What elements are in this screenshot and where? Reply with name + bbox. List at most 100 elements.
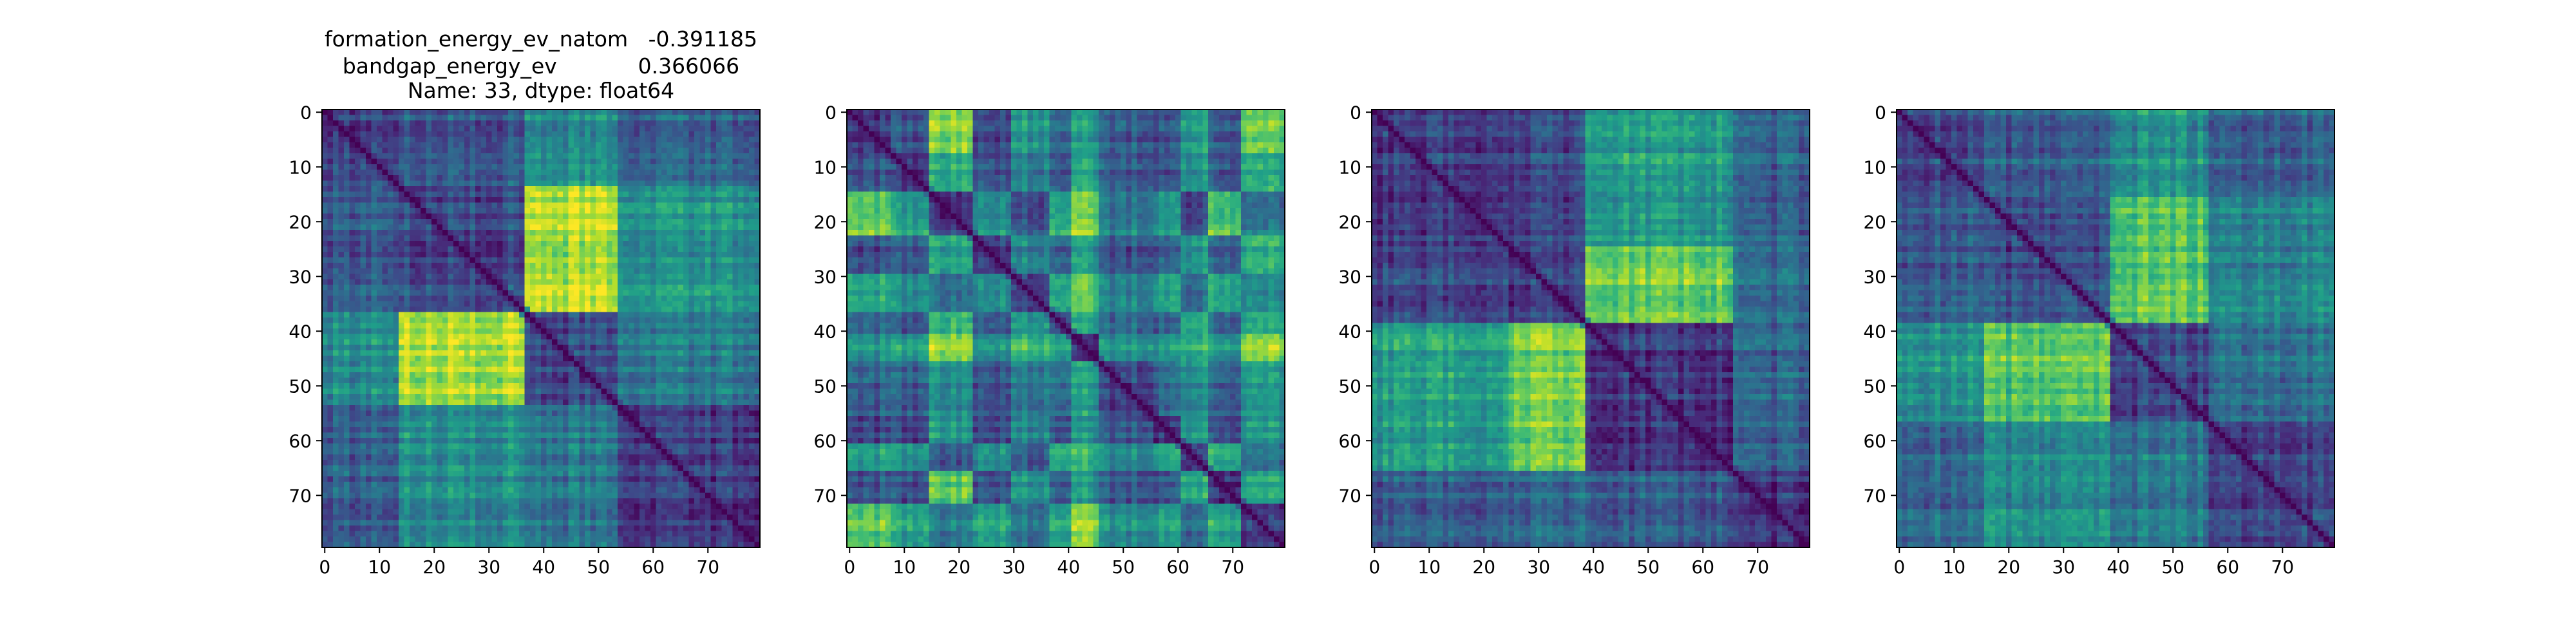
heatmap-cell: [388, 186, 393, 192]
heatmap-cell: [514, 142, 520, 148]
heatmap-cell: [514, 219, 520, 225]
heatmap-cell: [683, 219, 689, 225]
heatmap-cell: [383, 219, 388, 225]
heatmap-cell: [442, 159, 448, 165]
heatmap-cell: [661, 389, 667, 395]
heatmap-cell: [481, 181, 487, 187]
heatmap-cell: [383, 416, 388, 422]
heatmap-cell: [415, 334, 421, 340]
heatmap-cell: [525, 126, 531, 132]
heatmap-cell: [667, 131, 673, 137]
heatmap-cell: [459, 181, 465, 187]
heatmap-cell: [650, 345, 656, 351]
heatmap-cell: [612, 444, 618, 450]
heatmap-cell: [333, 317, 339, 323]
heatmap-cell: [459, 394, 465, 400]
heatmap-cell: [580, 422, 585, 428]
heatmap-cell: [404, 378, 410, 384]
heatmap-cell: [607, 214, 612, 220]
heatmap-cell: [514, 197, 520, 203]
heatmap-cell: [672, 186, 678, 192]
heatmap-cell: [733, 192, 739, 198]
heatmap-cell: [552, 274, 558, 279]
heatmap-cell: [361, 159, 366, 165]
heatmap-cell: [634, 339, 640, 345]
heatmap-cell: [372, 378, 377, 384]
heatmap-cell: [393, 290, 399, 296]
heatmap-cell: [639, 236, 645, 242]
heatmap-cell: [497, 186, 503, 192]
heatmap-cell: [650, 153, 656, 159]
heatmap-cell: [377, 328, 383, 334]
heatmap-cell: [645, 170, 651, 176]
heatmap-cell: [678, 345, 684, 351]
heatmap-cell: [453, 142, 459, 148]
heatmap-cell: [415, 153, 421, 159]
heatmap-cell: [328, 131, 334, 137]
heatmap-cell: [333, 197, 339, 203]
heatmap-cell: [727, 164, 733, 170]
heatmap-cell: [459, 405, 465, 411]
heatmap-cell: [503, 203, 509, 209]
heatmap-cell: [399, 312, 404, 318]
heatmap-cell: [361, 137, 366, 143]
heatmap-cell: [634, 181, 640, 187]
heatmap-cell: [733, 137, 739, 143]
heatmap-cell: [530, 252, 536, 258]
heatmap-cell: [339, 279, 345, 285]
heatmap-cell: [727, 219, 733, 225]
heatmap-cell: [552, 236, 558, 242]
heatmap-cell: [519, 186, 525, 192]
heatmap-cell: [361, 208, 366, 214]
heatmap-cell: [612, 312, 618, 318]
heatmap-cell: [514, 394, 520, 400]
heatmap-cell: [705, 427, 711, 433]
heatmap-cell: [339, 296, 345, 301]
heatmap-cell: [470, 312, 476, 318]
heatmap-cell: [667, 126, 673, 132]
heatmap-cell: [656, 411, 662, 417]
heatmap-cell: [503, 301, 509, 307]
heatmap-cell: [470, 405, 476, 411]
heatmap-cell: [497, 290, 503, 296]
heatmap-cell: [656, 148, 662, 154]
heatmap-cell: [514, 383, 520, 389]
heatmap-cell: [629, 378, 634, 384]
heatmap-cell: [421, 137, 426, 143]
heatmap-cell: [650, 274, 656, 279]
heatmap-cell: [503, 296, 509, 301]
heatmap-cell: [738, 323, 744, 329]
heatmap-cell: [639, 109, 645, 115]
heatmap-cell: [459, 192, 465, 198]
heatmap-cell: [738, 422, 744, 428]
heatmap-cell: [667, 328, 673, 334]
heatmap-cell: [361, 126, 366, 132]
heatmap-cell: [366, 148, 372, 154]
heatmap-cell: [388, 312, 393, 318]
heatmap-cell: [393, 252, 399, 258]
heatmap-cell: [623, 372, 629, 378]
heatmap-cell: [689, 345, 695, 351]
heatmap-cell: [656, 356, 662, 362]
heatmap-cell: [388, 328, 393, 334]
heatmap-cell: [683, 317, 689, 323]
heatmap-cell: [333, 449, 339, 455]
heatmap-cell: [634, 274, 640, 279]
heatmap-cell: [650, 126, 656, 132]
heatmap-cell: [552, 252, 558, 258]
heatmap-cell: [536, 438, 542, 444]
heatmap-cell: [650, 148, 656, 154]
heatmap-cell: [580, 334, 585, 340]
heatmap-cell: [744, 263, 750, 269]
heatmap-cell: [426, 367, 432, 373]
heatmap-cell: [733, 367, 739, 373]
heatmap-cell: [410, 279, 415, 285]
heatmap-cell: [388, 137, 393, 143]
heatmap-cell: [694, 115, 700, 121]
heatmap-cell: [486, 296, 492, 301]
heatmap-cell: [574, 279, 580, 285]
heatmap-cell: [678, 317, 684, 323]
heatmap-cell: [442, 400, 448, 406]
heatmap-cell: [733, 323, 739, 329]
heatmap-cell: [519, 236, 525, 242]
